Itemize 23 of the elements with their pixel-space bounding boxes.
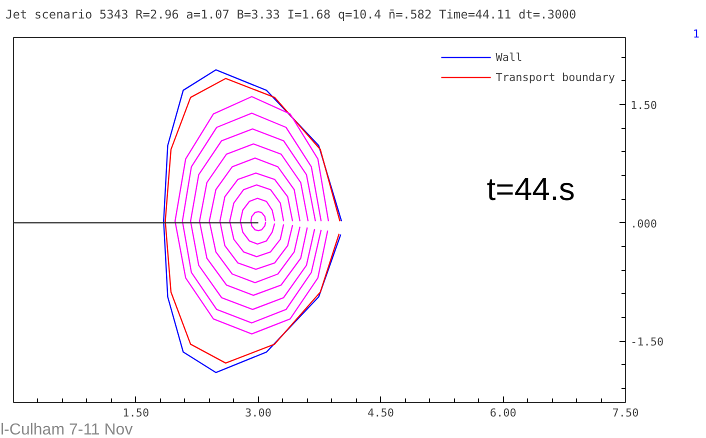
- line-series: [208, 158, 301, 284]
- line-series: [198, 143, 309, 296]
- line-series: [229, 184, 284, 258]
- line-series: [190, 128, 316, 310]
- legend-label: Wall: [496, 50, 522, 64]
- line-series: [219, 172, 294, 270]
- line-series: [250, 211, 266, 232]
- chart-title: Jet scenario 5343 R=2.96 a=1.07 B=3.33 I=1.68 q=10.4 n̄=.582 Time=44.11 dt=.3000: [6, 8, 576, 22]
- legend-label: Transport boundary: [496, 70, 615, 84]
- text: l-Culham 7-11 Nov: [0, 422, 133, 438]
- x-tick-label: 4.50: [367, 406, 394, 420]
- line-series: [174, 96, 330, 335]
- x-tick-label: 7.50: [612, 406, 639, 420]
- text: 1: [692, 28, 700, 40]
- x-tick-label: 3.00: [245, 406, 272, 420]
- y-tick-label: .000: [630, 217, 657, 230]
- y-tick-label: 1.50: [630, 99, 657, 112]
- line-series: [240, 198, 276, 245]
- x-tick-label: 6.00: [490, 406, 516, 420]
- x-tick-label: 1.50: [122, 406, 150, 420]
- y-tick-label: -1.50: [630, 336, 664, 349]
- annotation: t=44.s: [486, 170, 575, 207]
- line-series: [182, 112, 322, 324]
